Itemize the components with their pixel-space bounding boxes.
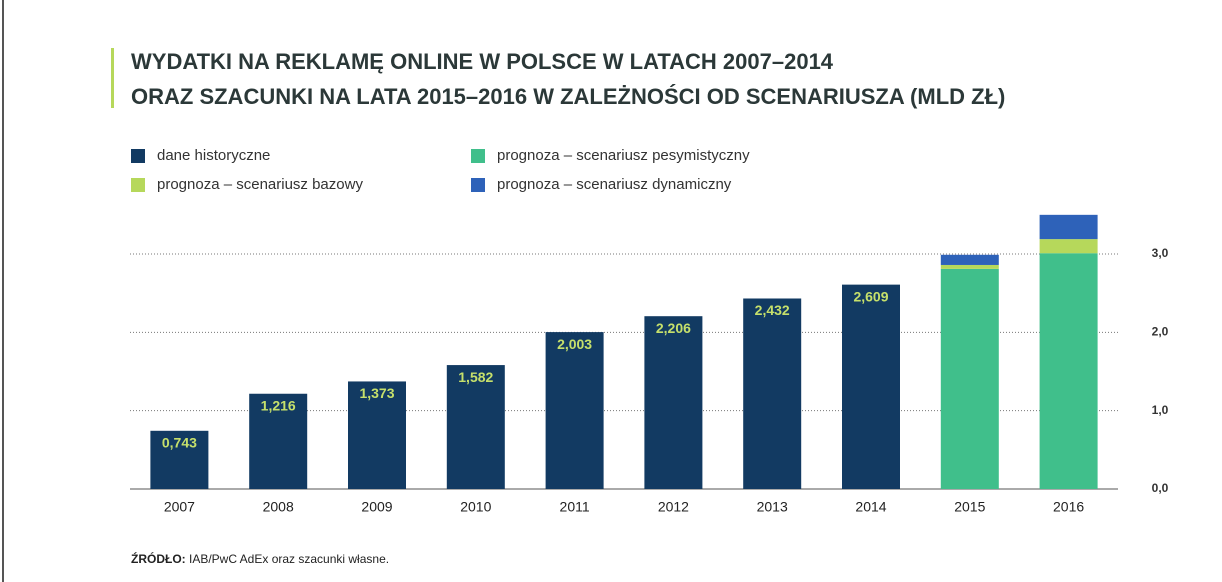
legend-label: prognoza – scenariusz pesymistyczny	[497, 147, 750, 164]
legend-swatch	[131, 149, 145, 163]
x-tick-label: 2010	[460, 499, 491, 515]
x-tick-label: 2013	[757, 499, 788, 515]
bar-segment	[150, 430, 209, 489]
value-label: 1,582	[458, 369, 493, 385]
y-tick-label: 3,0	[1152, 246, 1169, 260]
x-tick-label: 2008	[263, 499, 294, 515]
bar-segment	[1039, 239, 1098, 254]
bar-segment	[1039, 253, 1098, 489]
x-tick-label: 2014	[855, 499, 886, 515]
legend-swatch	[471, 149, 485, 163]
bar-segment	[644, 316, 703, 489]
legend-swatch	[131, 178, 145, 192]
chart-title: WYDATKI NA REKLAMĘ ONLINE W POLSCE W LAT…	[131, 49, 834, 74]
x-tick-label: 2011	[560, 499, 590, 515]
value-label: 2,206	[656, 320, 691, 336]
title-accent	[111, 48, 114, 108]
y-tick-label: 1,0	[1152, 403, 1169, 417]
legend-label: dane historyczne	[157, 147, 270, 164]
legend-label: prognoza – scenariusz dynamiczny	[497, 176, 732, 193]
bar-segment	[1039, 214, 1098, 240]
y-tick-label: 0,0	[1152, 481, 1169, 495]
bar-segment	[446, 365, 505, 489]
value-label: 1,216	[261, 397, 296, 413]
bar-segment	[249, 393, 308, 489]
source: ŹRÓDŁO: IAB/PwC AdEx oraz szacunki własn…	[131, 551, 389, 566]
x-tick-label: 2016	[1053, 499, 1084, 515]
y-tick-label: 2,0	[1152, 325, 1169, 339]
bar-segment	[842, 284, 900, 489]
bar-segment	[940, 254, 999, 265]
value-label: 2,003	[557, 336, 592, 352]
x-tick-label: 2007	[164, 499, 195, 515]
bar-segment	[940, 264, 999, 269]
source-label: ŹRÓDŁO:	[131, 551, 186, 566]
bar-segment	[743, 298, 802, 489]
legend-label: prognoza – scenariusz bazowy	[157, 176, 363, 193]
value-label: 2,609	[853, 288, 888, 304]
x-tick-label: 2015	[954, 499, 985, 515]
value-label: 2,432	[755, 302, 790, 318]
source-text: IAB/PwC AdEx oraz szacunki własne.	[186, 552, 389, 566]
bar-segment	[940, 268, 999, 489]
bar-segment	[545, 332, 604, 489]
value-label: 1,373	[359, 385, 394, 401]
value-label: 0,743	[162, 435, 197, 451]
legend-swatch	[471, 178, 485, 192]
x-tick-label: 2012	[658, 499, 689, 515]
bar-segment	[348, 381, 406, 489]
chart-title: ORAZ SZACUNKI NA LATA 2015–2016 W ZALEŻN…	[131, 84, 1005, 109]
x-tick-label: 2009	[361, 499, 392, 515]
